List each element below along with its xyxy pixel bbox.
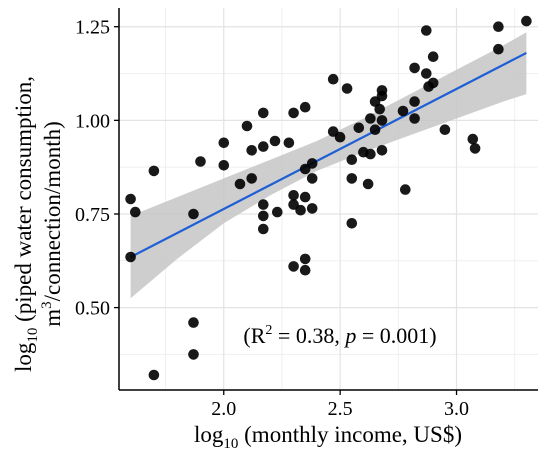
data-point — [258, 141, 269, 152]
data-point — [272, 206, 283, 218]
data-point — [148, 165, 160, 177]
fit-line-layer — [130, 51, 527, 259]
y-axis-title-line2: m3/connection/month) — [39, 121, 65, 327]
data-point — [376, 90, 388, 102]
data-point — [346, 218, 358, 229]
data-point — [334, 131, 346, 143]
data-point — [188, 208, 199, 220]
data-point — [439, 124, 451, 135]
data-point — [409, 62, 420, 74]
data-point — [469, 143, 481, 154]
data-point — [288, 261, 299, 272]
data-point — [299, 253, 311, 265]
fit-statistics-annotation: (R2 = 0.38, p = 0.001) — [243, 323, 436, 348]
data-point — [258, 223, 269, 235]
data-point — [376, 115, 388, 126]
data-point — [493, 21, 504, 32]
data-point — [246, 173, 257, 184]
data-point — [306, 203, 318, 214]
data-point — [306, 173, 318, 184]
data-point — [269, 135, 281, 147]
data-point — [362, 178, 374, 190]
data-point — [427, 51, 439, 62]
annotation-suffix: = 0.001) — [356, 323, 436, 348]
data-point — [341, 83, 353, 94]
data-point — [295, 204, 306, 216]
data-point — [521, 15, 532, 27]
tick-labels-layer: 2.0 2.5 3.0 0.50 0.75 1.00 1.25 — [75, 17, 469, 420]
points-layer — [125, 15, 532, 381]
data-point — [365, 148, 376, 160]
y-axis-title-subscript: 10 — [25, 328, 41, 343]
annotation-mid: = 0.38, — [272, 323, 345, 348]
y-axis-title: log10 (piped water consumption, m3/conne… — [11, 76, 65, 372]
data-point — [241, 120, 253, 132]
y-axis-title-unit-m: m — [40, 309, 65, 327]
data-point — [346, 154, 358, 165]
data-point — [218, 160, 230, 171]
data-point — [353, 122, 365, 134]
data-point — [125, 251, 136, 263]
data-point — [195, 156, 206, 167]
data-point — [258, 107, 269, 119]
data-point — [397, 105, 409, 117]
data-point — [246, 145, 257, 156]
x-axis-title-log: log — [194, 422, 224, 447]
data-point — [288, 107, 299, 119]
data-point — [493, 43, 504, 55]
data-point — [409, 96, 420, 107]
data-point — [327, 73, 339, 85]
data-point — [400, 184, 411, 195]
data-point — [299, 264, 311, 276]
confidence-band-layer — [130, 32, 527, 299]
data-point — [369, 124, 381, 135]
data-point — [258, 210, 269, 222]
data-point — [188, 349, 199, 360]
data-point — [306, 158, 318, 169]
data-point — [234, 178, 246, 190]
y-axis-title-unit-rest: /connection/month) — [40, 121, 65, 301]
data-point — [346, 173, 358, 184]
data-point — [421, 68, 432, 79]
regression-line — [130, 51, 527, 259]
y-axis-title-log: log — [11, 342, 36, 372]
x-tick-label: 2.0 — [211, 398, 236, 420]
y-tick-label: 1.25 — [75, 17, 110, 39]
data-point — [125, 193, 136, 205]
data-point — [299, 101, 311, 113]
data-point — [427, 77, 439, 89]
x-tick-label: 3.0 — [444, 398, 469, 420]
y-tick-label: 1.00 — [75, 110, 110, 132]
confidence-band — [130, 32, 527, 299]
x-axis-title: log10 (monthly income, US$) — [194, 422, 462, 452]
y-tick-label: 0.50 — [75, 298, 110, 320]
data-point — [148, 369, 160, 381]
data-point — [218, 137, 230, 149]
data-point — [467, 133, 479, 145]
data-point — [288, 190, 299, 201]
axis-layer — [114, 8, 538, 395]
x-axis-title-subscript: 10 — [223, 436, 238, 452]
y-axis-title-superscript: 3 — [39, 301, 55, 309]
data-point — [374, 103, 386, 115]
y-tick-label: 0.75 — [75, 204, 110, 226]
data-point — [299, 191, 311, 203]
annotation-r-squared-superscript: 2 — [265, 323, 272, 338]
data-point — [376, 145, 388, 156]
y-axis-title-rest: (piped water consumption, — [11, 76, 36, 328]
y-axis-title-line1: log10 (piped water consumption, — [11, 76, 41, 372]
annotation-p-symbol: p — [343, 323, 356, 348]
data-point — [421, 25, 432, 36]
data-point — [409, 113, 420, 124]
data-point — [283, 137, 295, 149]
data-point — [188, 317, 199, 328]
data-point — [365, 113, 376, 124]
x-axis-title-rest: (monthly income, US$) — [238, 422, 462, 447]
x-tick-label: 2.5 — [328, 398, 353, 420]
data-point — [130, 206, 141, 218]
annotation-prefix: (R — [243, 323, 265, 348]
data-point — [258, 199, 269, 210]
